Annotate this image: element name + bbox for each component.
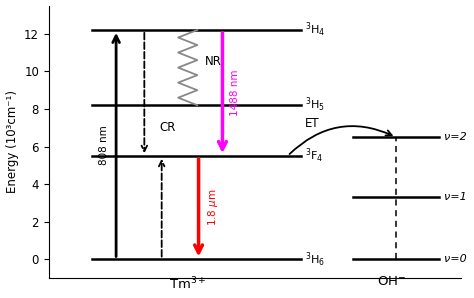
Text: NR: NR xyxy=(205,55,222,69)
Text: Tm$^{3+}$: Tm$^{3+}$ xyxy=(169,275,207,292)
Text: 1.8 $\mu$m: 1.8 $\mu$m xyxy=(206,189,220,226)
Text: ν=0: ν=0 xyxy=(444,254,466,264)
Text: $^3$H$_6$: $^3$H$_6$ xyxy=(305,250,325,268)
Text: $^3$H$_4$: $^3$H$_4$ xyxy=(305,21,325,39)
Text: 808 nm: 808 nm xyxy=(99,125,109,164)
Text: $^3$H$_5$: $^3$H$_5$ xyxy=(305,96,325,114)
Text: 1488 nm: 1488 nm xyxy=(230,70,240,116)
Text: ν=2: ν=2 xyxy=(444,132,466,142)
Text: ET: ET xyxy=(305,117,319,130)
FancyArrowPatch shape xyxy=(290,126,392,154)
Text: CR: CR xyxy=(160,121,176,134)
Text: OH$^{-}$: OH$^{-}$ xyxy=(377,275,406,288)
Text: ν=1: ν=1 xyxy=(444,193,466,202)
Y-axis label: Energy (10³cm⁻¹): Energy (10³cm⁻¹) xyxy=(6,90,18,193)
Text: $^3$F$_4$: $^3$F$_4$ xyxy=(305,147,323,165)
